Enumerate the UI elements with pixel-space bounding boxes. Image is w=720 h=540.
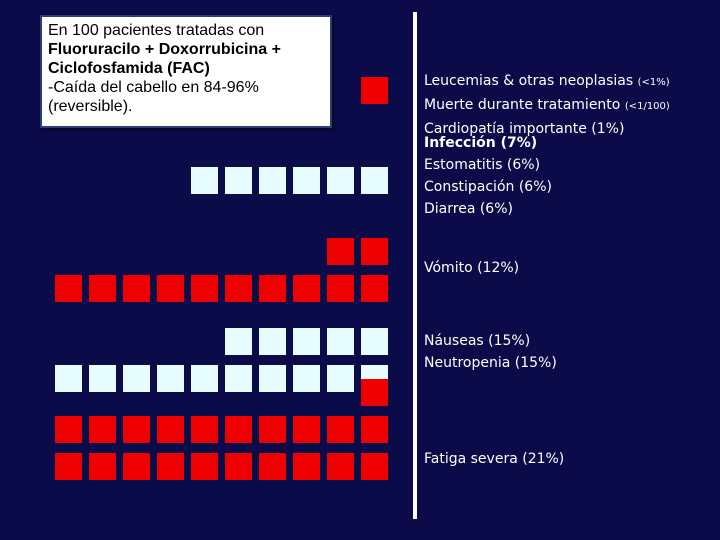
square-red bbox=[361, 379, 388, 406]
square-white bbox=[225, 365, 252, 392]
square-red bbox=[361, 416, 388, 443]
square-red bbox=[157, 416, 184, 443]
square-red bbox=[191, 416, 218, 443]
square-white bbox=[259, 328, 286, 355]
label-leucemias: Leucemias & otras neoplasias (<1%) bbox=[424, 73, 670, 89]
label-neutropenia: Neutropenia (15%) bbox=[424, 355, 557, 371]
label-group-severe: Leucemias & otras neoplasias (<1%) Muert… bbox=[424, 70, 670, 140]
square-red bbox=[259, 453, 286, 480]
square-white bbox=[89, 365, 116, 392]
square-white bbox=[259, 365, 286, 392]
square-red bbox=[259, 416, 286, 443]
square-white bbox=[361, 167, 388, 194]
label-group-infection: Infección (7%) Estomatitis (6%) Constipa… bbox=[424, 132, 552, 220]
square-red bbox=[361, 275, 388, 302]
square-white bbox=[293, 328, 320, 355]
square-white bbox=[327, 167, 354, 194]
label-nauseas: Náuseas (15%) bbox=[424, 333, 531, 349]
label-vomito: Vómito (12%) bbox=[424, 260, 520, 276]
square-red bbox=[361, 238, 388, 265]
square-red bbox=[225, 275, 252, 302]
info-line-5: (reversible). bbox=[48, 98, 133, 115]
square-white bbox=[123, 365, 150, 392]
square-white bbox=[225, 328, 252, 355]
square-red bbox=[327, 416, 354, 443]
square-red bbox=[259, 275, 286, 302]
info-line-1: En 100 pacientes tratadas con bbox=[48, 22, 265, 39]
label-group-fatigue: Fatiga severa (21%) bbox=[424, 448, 564, 470]
label-estomatitis: Estomatitis (6%) bbox=[424, 157, 541, 173]
square-white bbox=[361, 328, 388, 355]
square-white bbox=[293, 365, 320, 392]
square-red bbox=[89, 416, 116, 443]
label-group-vomit: Vómito (12%) bbox=[424, 257, 519, 279]
label-constipacion: Constipación (6%) bbox=[424, 179, 552, 195]
square-red bbox=[123, 275, 150, 302]
square-red bbox=[225, 416, 252, 443]
square-red bbox=[191, 275, 218, 302]
square-white bbox=[259, 167, 286, 194]
square-white bbox=[293, 167, 320, 194]
label-group-nausea: Náuseas (15%) Neutropenia (15%) bbox=[424, 330, 557, 374]
square-red bbox=[293, 275, 320, 302]
square-red bbox=[327, 238, 354, 265]
label-fatiga: Fatiga severa (21%) bbox=[424, 451, 565, 467]
square-red bbox=[327, 453, 354, 480]
square-white bbox=[225, 167, 252, 194]
square-red bbox=[293, 416, 320, 443]
square-red bbox=[157, 453, 184, 480]
square-red bbox=[361, 453, 388, 480]
square-red bbox=[361, 77, 388, 104]
square-red bbox=[89, 275, 116, 302]
square-red bbox=[191, 453, 218, 480]
info-box: En 100 pacientes tratadas con Fluoruraci… bbox=[40, 15, 332, 128]
info-line-2: Fluoruracilo + Doxorrubicina + bbox=[48, 41, 281, 58]
square-red bbox=[55, 416, 82, 443]
square-red bbox=[55, 453, 82, 480]
vertical-divider bbox=[413, 12, 417, 519]
label-infeccion: Infección (7%) bbox=[424, 135, 538, 151]
square-red bbox=[327, 275, 354, 302]
label-muerte: Muerte durante tratamiento (<1/100) bbox=[424, 97, 670, 113]
square-white bbox=[157, 365, 184, 392]
label-diarrea: Diarrea (6%) bbox=[424, 201, 513, 217]
square-white bbox=[191, 167, 218, 194]
square-red bbox=[123, 416, 150, 443]
square-red bbox=[225, 453, 252, 480]
info-line-3: Ciclofosfamida (FAC) bbox=[48, 60, 210, 77]
square-red bbox=[55, 275, 82, 302]
square-red bbox=[293, 453, 320, 480]
square-white bbox=[191, 365, 218, 392]
square-red bbox=[123, 453, 150, 480]
square-white bbox=[55, 365, 82, 392]
info-line-4: -Caída del cabello en 84-96% bbox=[48, 79, 259, 96]
square-red bbox=[157, 275, 184, 302]
label-cardiopatia: Cardiopatía importante (1%) bbox=[424, 121, 625, 137]
square-red bbox=[89, 453, 116, 480]
square-white bbox=[327, 365, 354, 392]
square-white bbox=[327, 328, 354, 355]
